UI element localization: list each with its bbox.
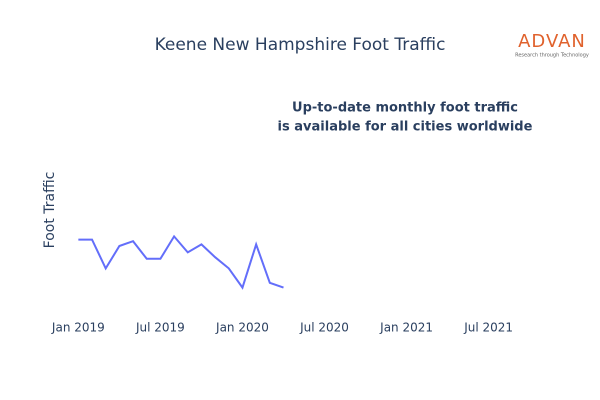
x-tick-label: Jul 2021 bbox=[463, 321, 513, 335]
x-tick-label: Jan 2021 bbox=[379, 321, 433, 335]
x-tick-label: Jan 2019 bbox=[51, 321, 105, 335]
annotation: Up-to-date monthly foot traffic bbox=[292, 101, 518, 116]
annotation: is available for all cities worldwide bbox=[278, 120, 533, 135]
x-tick-label: Jan 2020 bbox=[215, 321, 269, 335]
x-tick-label: Jul 2019 bbox=[135, 321, 185, 335]
x-tick-label: Jul 2020 bbox=[299, 321, 349, 335]
y-axis-title: Foot Traffic bbox=[42, 172, 58, 249]
chart-title: Keene New Hampshire Foot Traffic bbox=[155, 35, 446, 55]
logo-tagline: Research through Technology bbox=[515, 53, 589, 59]
logo: ADVAN bbox=[518, 31, 586, 52]
line bbox=[78, 234, 284, 290]
